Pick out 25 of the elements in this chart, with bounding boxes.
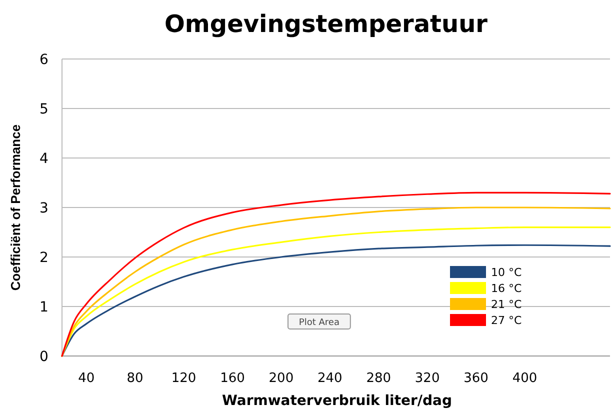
x-tick-label: 320 <box>414 371 440 386</box>
x-axis-title: Warmwaterverbruik liter/dag <box>222 393 452 409</box>
chart-title: Omgevingstemperatuur <box>164 10 488 38</box>
x-tick-label: 120 <box>171 371 196 386</box>
x-tick-label: 400 <box>512 371 538 386</box>
legend-label: 10 °C <box>491 266 522 279</box>
y-tick-label: 6 <box>40 52 49 68</box>
legend-label: 21 °C <box>491 298 522 311</box>
annotation: Plot Area <box>298 318 340 328</box>
x-tick-label: 160 <box>220 371 245 386</box>
legend-label: 27 °C <box>491 314 522 327</box>
legend-label: 16 °C <box>491 282 522 295</box>
y-axis-title: Coefficiënt of Performance <box>8 124 23 291</box>
x-tick-label: 40 <box>78 371 95 386</box>
x-tick-label: 240 <box>317 371 342 386</box>
y-tick-label: 2 <box>40 250 48 266</box>
y-tick-label: 1 <box>40 300 48 316</box>
y-tick-label: 4 <box>40 151 49 167</box>
x-tick-label: 200 <box>268 371 294 386</box>
y-tick-label: 0 <box>40 349 48 365</box>
y-tick-label: 3 <box>40 200 48 216</box>
x-tick-label: 360 <box>464 371 488 386</box>
y-tick-label: 5 <box>40 102 48 118</box>
x-tick-label: 280 <box>366 371 392 386</box>
x-tick-label: 80 <box>126 371 144 386</box>
